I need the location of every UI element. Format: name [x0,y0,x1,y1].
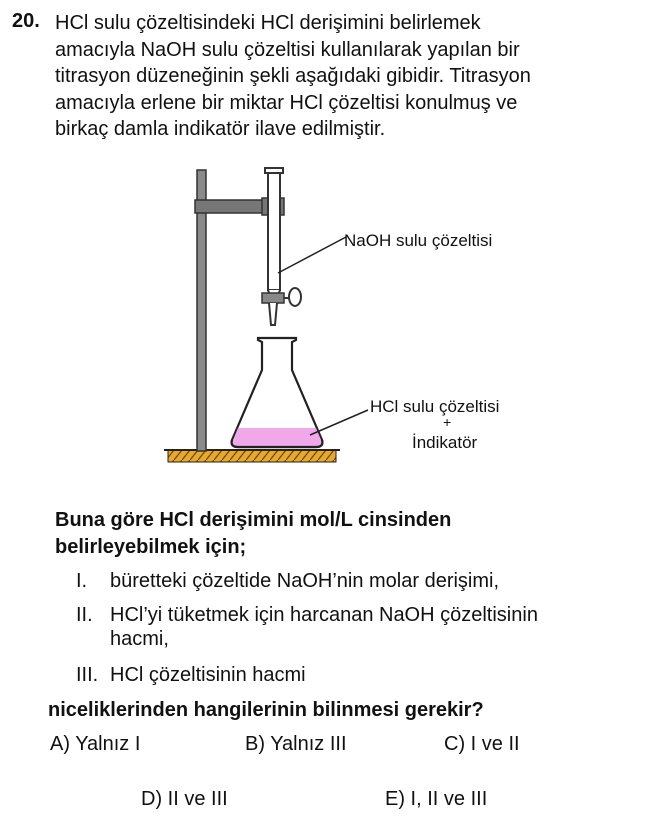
stem-line: birkaç damla indikatör ilave edilmiştir. [55,118,386,140]
stem-line: amacıyla erlene bir miktar HCl çözeltisi… [55,91,518,114]
option-b[interactable]: B) Yalnız III [245,733,347,755]
question-closing: niceliklerinden hangilerinin bilinmesi g… [48,699,484,721]
stopcock-body [261,292,285,304]
question-number: 20. [12,10,40,32]
option-d[interactable]: D) II ve III [141,788,228,810]
stem-line: titrasyon düzeneğinin şekli aşağıdaki gi… [55,65,531,87]
stand-rod [196,169,207,452]
flask-label-pointer [309,409,369,436]
flask-label-line2: İndikatör [412,433,478,452]
burette-rim [264,167,284,174]
titration-apparatus-figure [164,167,369,463]
burette-label: NaOH sulu çözeltisi [344,231,493,250]
flask-label-plus: + [443,414,452,430]
item-text: HCl’yi tüketmek için harcanan NaOH çözel… [110,604,538,626]
burette-label-pointer [277,236,347,274]
stand-base [167,449,337,463]
stem-line: amacıyla NaOH sulu çözeltisi kullanılara… [55,38,520,61]
burette-tube [267,169,281,291]
item-text: bürettеki çözeltide NaOH’nin molar deriş… [110,570,500,592]
question-prompt: Buna göre HCl derişimini mol/L cinsinden… [55,507,451,561]
flask-label-line1: HCl sulu çözeltisi [370,397,500,416]
prompt-line: Buna göre HCl derişimini mol/L cinsinden [55,509,452,531]
question-stem: HCl sulu çözeltisindeki HCl derişimini b… [55,10,645,143]
stem-line: HCl sulu çözeltisindeki HCl derişimini b… [55,12,481,34]
stopcock-handle [288,287,302,307]
option-c[interactable]: C) I ve II [444,733,520,755]
item-numeral: II. [76,604,93,626]
option-a[interactable]: A) Yalnız I [50,733,141,755]
item-numeral: I. [76,570,88,592]
item-numeral: III. [76,664,99,686]
item-text: hacmi, [110,628,169,650]
burette-tip [268,302,278,326]
flask-outline-bottom [230,439,324,449]
option-e[interactable]: E) I, II ve III [385,788,488,810]
item-text: HCl çözeltisinin hacmi [110,664,306,686]
flask-solution [232,428,322,446]
prompt-line: belirleyebilmek için; [55,536,247,558]
